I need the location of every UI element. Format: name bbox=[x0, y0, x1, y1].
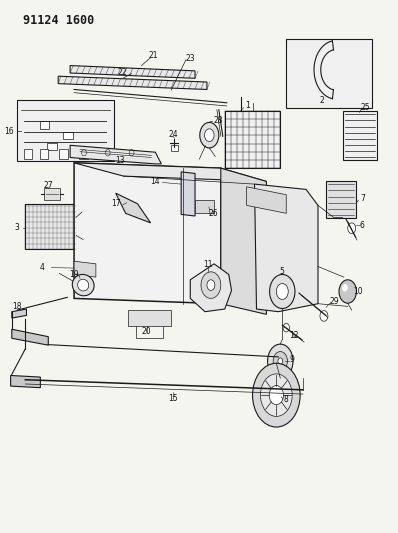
Bar bbox=[59, 149, 68, 159]
Bar bbox=[47, 143, 57, 150]
Bar bbox=[129, 310, 171, 326]
Circle shape bbox=[348, 223, 356, 233]
Text: 17: 17 bbox=[111, 199, 121, 208]
Circle shape bbox=[283, 324, 289, 332]
Bar bbox=[39, 149, 48, 159]
Polygon shape bbox=[12, 329, 48, 345]
Bar bbox=[25, 204, 76, 249]
Bar bbox=[195, 200, 214, 213]
Circle shape bbox=[276, 284, 288, 300]
Circle shape bbox=[273, 352, 287, 370]
Bar bbox=[24, 149, 32, 159]
Circle shape bbox=[269, 274, 295, 309]
Bar bbox=[343, 111, 377, 160]
Text: 26: 26 bbox=[208, 209, 218, 218]
Text: 29: 29 bbox=[329, 296, 339, 305]
Bar bbox=[225, 111, 280, 168]
Text: 11: 11 bbox=[203, 261, 213, 269]
Circle shape bbox=[342, 284, 348, 292]
Text: 20: 20 bbox=[142, 327, 152, 336]
Polygon shape bbox=[12, 309, 27, 318]
Bar bbox=[39, 122, 49, 129]
Text: 19: 19 bbox=[69, 270, 79, 279]
Circle shape bbox=[207, 280, 215, 290]
Bar bbox=[326, 181, 356, 217]
Circle shape bbox=[269, 385, 283, 405]
Bar bbox=[43, 188, 60, 200]
Text: 13: 13 bbox=[115, 156, 125, 165]
Circle shape bbox=[200, 123, 219, 148]
Text: 27: 27 bbox=[43, 181, 53, 190]
Text: 18: 18 bbox=[12, 302, 21, 311]
Text: 25: 25 bbox=[361, 102, 371, 111]
Polygon shape bbox=[255, 184, 318, 312]
Polygon shape bbox=[58, 76, 207, 90]
Polygon shape bbox=[247, 187, 286, 213]
Text: 91124 1600: 91124 1600 bbox=[23, 14, 94, 27]
Text: 14: 14 bbox=[150, 177, 160, 186]
Text: 24: 24 bbox=[168, 130, 178, 139]
Text: 21: 21 bbox=[148, 52, 158, 60]
Polygon shape bbox=[221, 168, 266, 314]
Circle shape bbox=[260, 374, 292, 416]
Polygon shape bbox=[74, 261, 96, 277]
Bar bbox=[17, 100, 114, 161]
Bar bbox=[286, 39, 371, 108]
Text: 12: 12 bbox=[289, 331, 299, 340]
Circle shape bbox=[339, 280, 357, 303]
Text: 3: 3 bbox=[14, 223, 19, 232]
Text: 8: 8 bbox=[283, 395, 288, 404]
Polygon shape bbox=[116, 193, 150, 223]
Text: 4: 4 bbox=[40, 263, 45, 272]
Text: 23: 23 bbox=[185, 54, 195, 62]
Polygon shape bbox=[181, 172, 195, 216]
Polygon shape bbox=[70, 146, 161, 164]
Ellipse shape bbox=[72, 274, 94, 296]
Text: 10: 10 bbox=[354, 287, 363, 296]
Text: 15: 15 bbox=[168, 394, 178, 403]
Polygon shape bbox=[74, 163, 221, 304]
Text: 22: 22 bbox=[118, 68, 127, 77]
Bar bbox=[171, 146, 178, 151]
Circle shape bbox=[205, 129, 214, 142]
Text: 16: 16 bbox=[5, 127, 14, 136]
Bar bbox=[95, 149, 104, 159]
Bar bbox=[63, 132, 73, 140]
Polygon shape bbox=[74, 163, 266, 181]
Polygon shape bbox=[11, 375, 40, 387]
Circle shape bbox=[201, 272, 221, 298]
Polygon shape bbox=[190, 264, 232, 312]
Text: 5: 5 bbox=[280, 268, 285, 276]
Circle shape bbox=[320, 311, 328, 321]
Text: 28: 28 bbox=[213, 116, 223, 125]
Text: 6: 6 bbox=[360, 221, 365, 230]
Circle shape bbox=[278, 358, 283, 365]
Circle shape bbox=[253, 364, 300, 427]
Text: 7: 7 bbox=[360, 194, 365, 203]
Text: 9: 9 bbox=[290, 355, 295, 364]
Text: 1: 1 bbox=[245, 101, 250, 110]
Text: 2: 2 bbox=[320, 95, 324, 104]
Bar bbox=[79, 149, 88, 159]
Circle shape bbox=[267, 344, 293, 378]
Ellipse shape bbox=[78, 279, 89, 291]
Polygon shape bbox=[70, 66, 195, 78]
